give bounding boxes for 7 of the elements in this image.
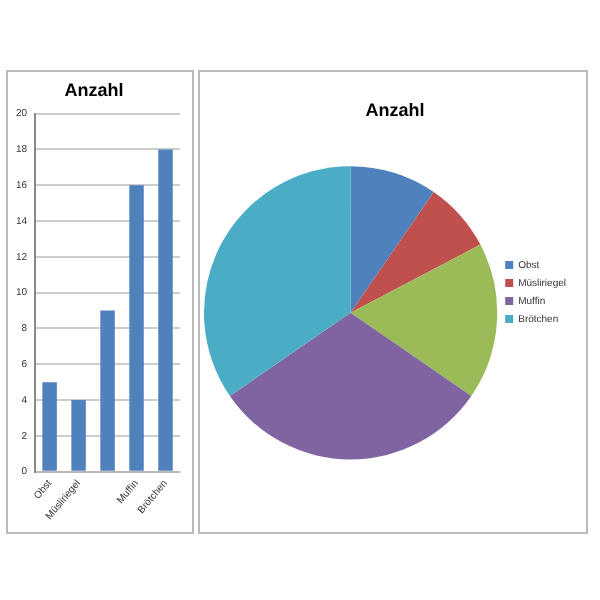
chart-title: Anzahl xyxy=(64,79,124,100)
bar xyxy=(158,149,173,471)
bar xyxy=(71,400,86,471)
bar xyxy=(129,185,144,471)
chart-title: Anzahl xyxy=(365,99,425,120)
bar xyxy=(100,310,115,471)
bar xyxy=(42,382,57,471)
